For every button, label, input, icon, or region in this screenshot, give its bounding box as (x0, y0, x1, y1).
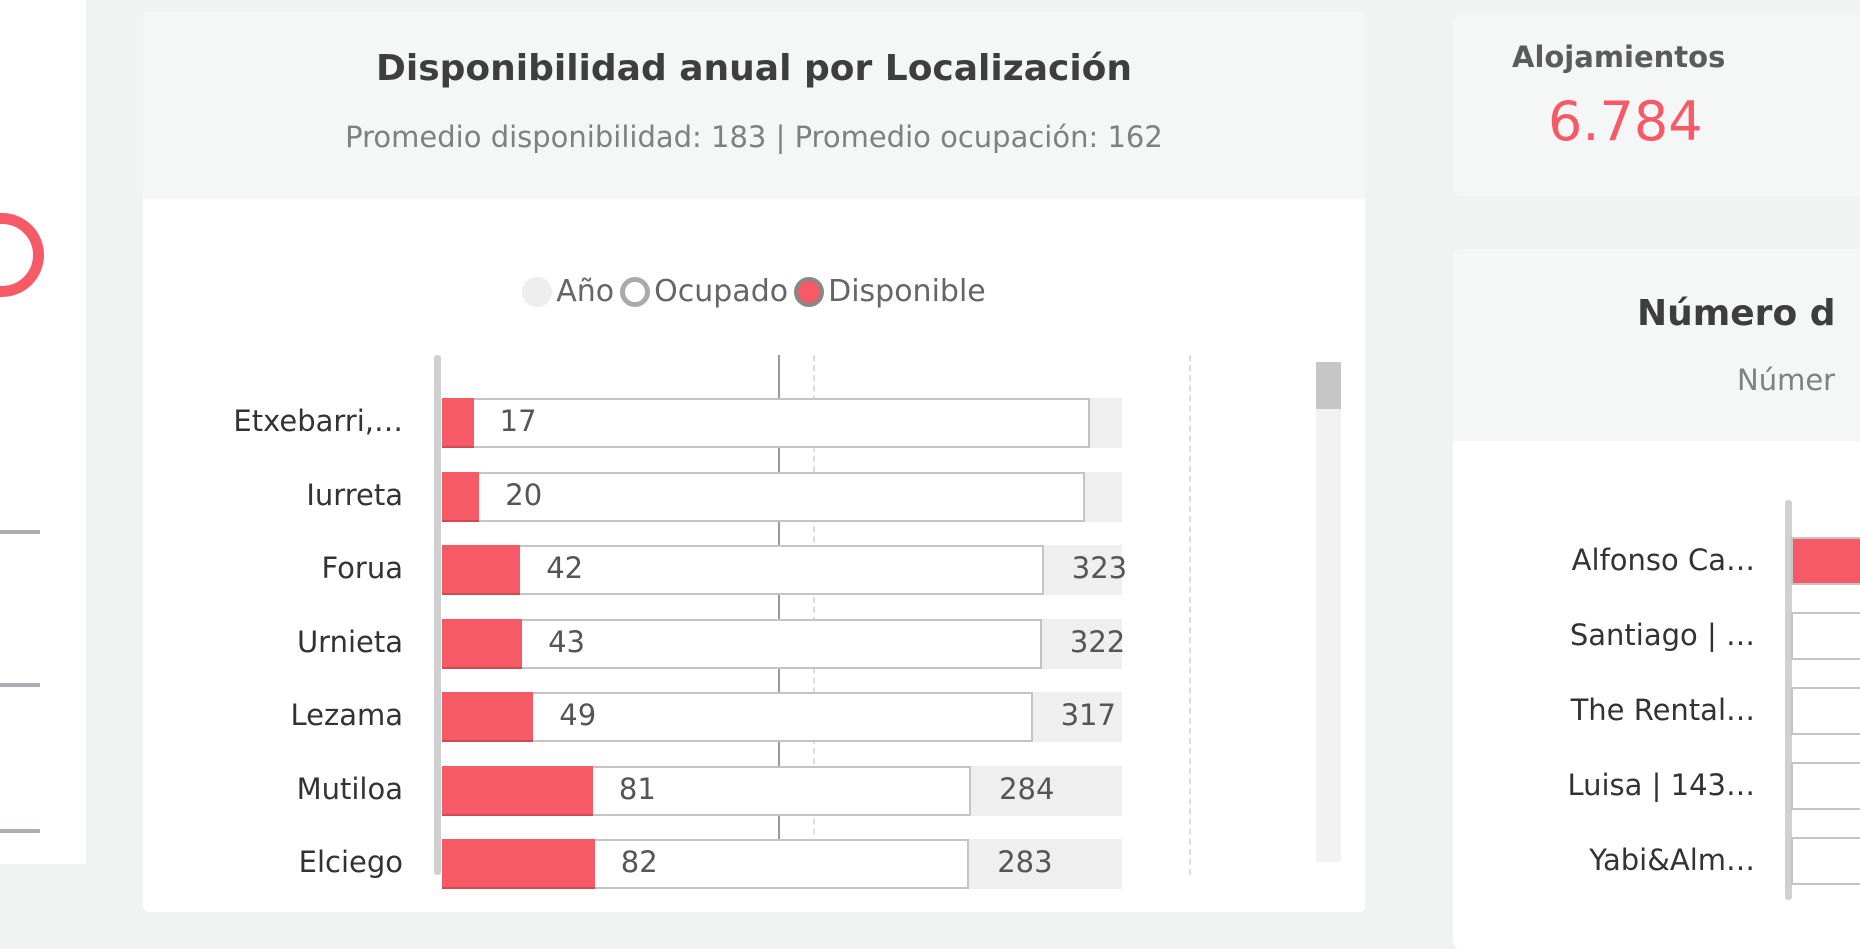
reference-line-dashed (1189, 355, 1191, 875)
data-label-disponible: 20 (505, 477, 543, 512)
host-bar-chart: Alfonso Ca… Santiago | … The Rental… Luisa … (1567, 500, 1860, 900)
y-axis-line (434, 355, 441, 875)
bar-chart: Etxebarri,… 17 Iurreta 20 Forua 42 323 Urnieta 4… (233, 355, 1191, 889)
row-label: Forua (321, 551, 403, 585)
kpi-card (1453, 14, 1860, 196)
row-label: Urnieta (296, 624, 403, 659)
data-label-disponible: 49 (559, 698, 597, 732)
legend-dot-icon (522, 276, 553, 307)
row-label: Mutiloa (296, 771, 403, 806)
row-label: Yabi&Alm… (1589, 843, 1755, 877)
legend-label: Disponible (828, 274, 986, 309)
left-panel (0, 0, 86, 864)
bar-disponible (442, 692, 534, 742)
legend-dot-icon (620, 276, 651, 307)
legend-item-disponible[interactable]: Disponible (794, 274, 986, 309)
data-label-ocupado: 323 (1071, 551, 1128, 585)
chart-scrollbar[interactable] (1316, 362, 1341, 862)
chart-legend: Año Ocupado Disponible (143, 274, 1365, 309)
card-header: Disponibilidad anual por Localización Pr… (143, 12, 1365, 199)
data-label-ocupado: 317 (1060, 698, 1116, 732)
row-label: Etxebarri,… (233, 404, 403, 438)
y-axis-line (1785, 500, 1792, 900)
row-label: The Rental… (1570, 693, 1755, 727)
bar (1791, 837, 1860, 885)
data-label-disponible: 81 (618, 771, 656, 806)
kpi-label: Alojamientos (1512, 40, 1726, 74)
legend-label: Año (556, 274, 615, 309)
bar-ocupado (442, 692, 1033, 742)
data-label-ocupado: 322 (1069, 624, 1126, 659)
bar-disponible (442, 398, 474, 448)
card-header: Número d Númer (1453, 249, 1860, 441)
data-label-disponible: 42 (546, 551, 584, 585)
bar-ocupado (442, 398, 1091, 448)
bar-disponible (442, 765, 593, 816)
chart-subtitle: Promedio disponibilidad: 183 | Promedio … (345, 120, 1163, 154)
scrollbar-thumb[interactable] (1316, 362, 1341, 409)
bar-disponible (442, 618, 523, 669)
bar-disponible (442, 545, 521, 595)
bar-disponible (442, 471, 480, 522)
legend-item-ocupado[interactable]: Ocupado (620, 274, 788, 309)
divider (0, 530, 40, 534)
row-label: Santiago | … (1569, 618, 1755, 652)
bar-ocupado (442, 471, 1085, 522)
bar-ocupado (442, 618, 1042, 669)
row-label: Alfonso Ca… (1571, 543, 1755, 577)
bar (1791, 762, 1860, 810)
host-count-card: Número d Númer (1453, 249, 1860, 949)
data-label-ocupado: 284 (999, 771, 1055, 806)
reference-line-dashed (813, 355, 815, 875)
data-label-disponible: 43 (548, 624, 586, 659)
legend-label: Ocupado (654, 274, 789, 309)
divider (0, 829, 40, 833)
chart-title: Disponibilidad anual por Localización (375, 48, 1133, 89)
bar-ocupado (442, 545, 1044, 595)
row-label: Luisa | 143… (1567, 768, 1755, 802)
divider (0, 683, 40, 687)
bar (1791, 612, 1860, 660)
chart-title: Número d (1637, 293, 1836, 334)
bar (1791, 687, 1860, 735)
row-label: Iurreta (306, 477, 403, 512)
donut-ring-icon (0, 213, 44, 297)
reference-line (778, 355, 780, 875)
legend-dot-icon (794, 276, 825, 307)
data-label-disponible: 17 (499, 404, 537, 438)
row-label: Lezama (290, 698, 403, 732)
chart-subtitle: Númer (1737, 363, 1836, 397)
kpi-value: 6.784 (1548, 90, 1703, 153)
bar (1791, 537, 1860, 585)
legend-item-ano[interactable]: Año (522, 274, 614, 309)
availability-card: Disponibilidad anual por Localización Pr… (143, 12, 1365, 912)
